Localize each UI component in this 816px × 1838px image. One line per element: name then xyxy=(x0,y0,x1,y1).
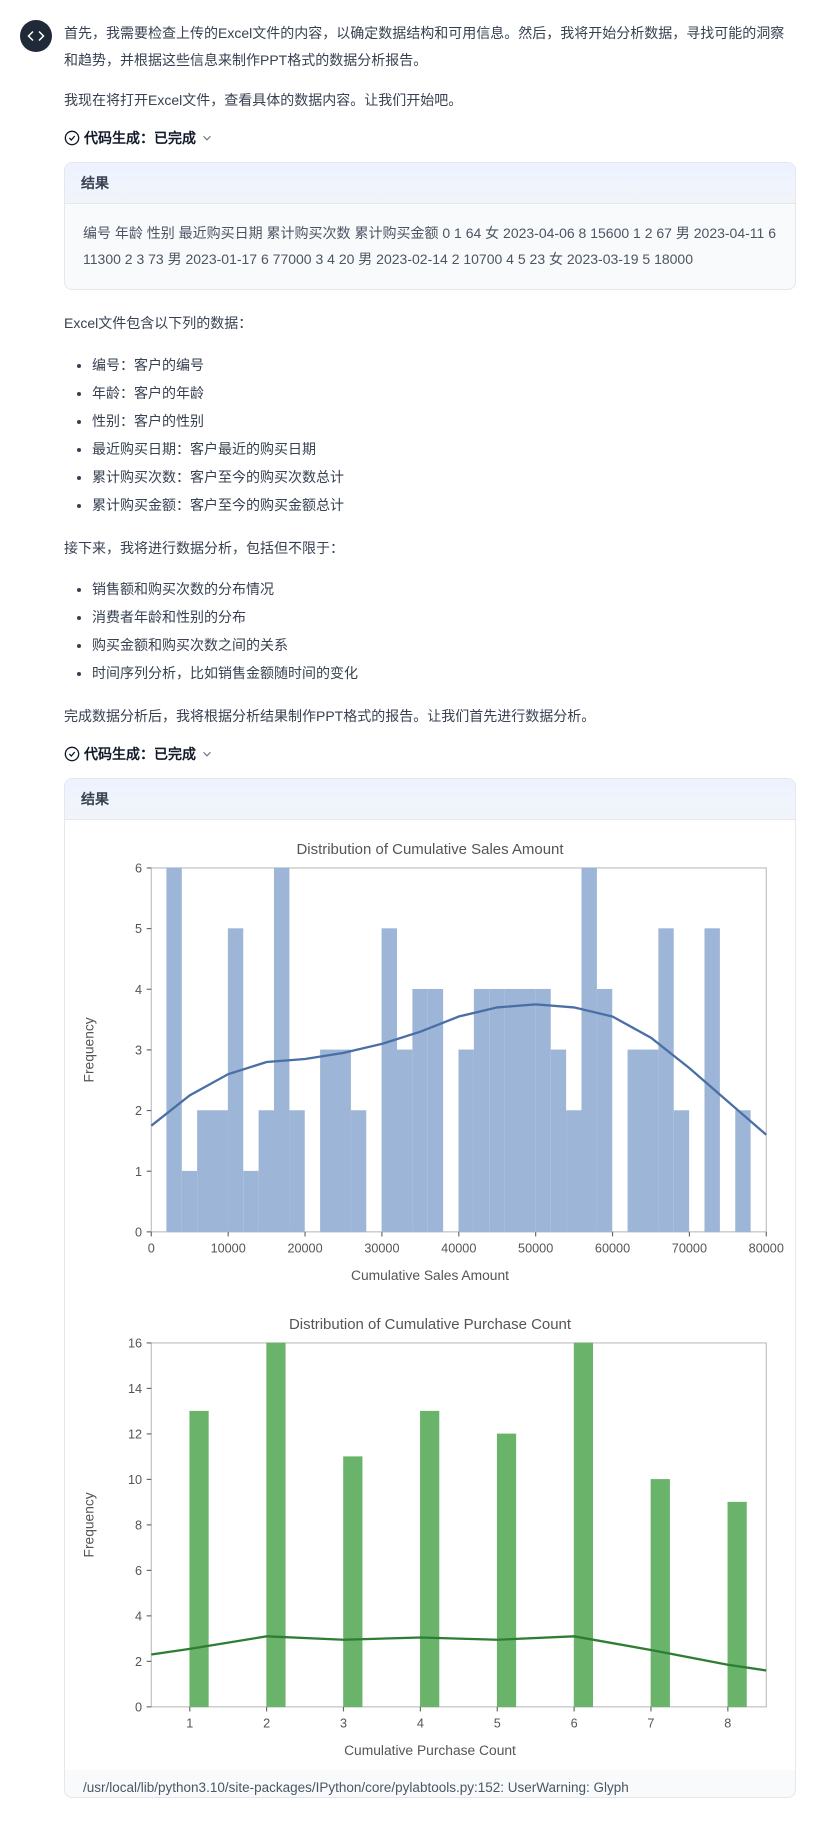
check-circle-icon xyxy=(64,746,80,762)
assistant-avatar xyxy=(20,20,52,52)
svg-text:4: 4 xyxy=(417,1716,424,1730)
svg-text:10: 10 xyxy=(128,1473,142,1487)
svg-text:8: 8 xyxy=(724,1716,731,1730)
list-item: 销售额和购买次数的分布情况 xyxy=(92,575,796,603)
svg-text:4: 4 xyxy=(135,983,142,997)
svg-text:30000: 30000 xyxy=(364,1241,399,1255)
svg-text:50000: 50000 xyxy=(518,1241,553,1255)
codegen-label: 代码生成：已完成 xyxy=(84,128,196,148)
list-item: 时间序列分析，比如销售金额随时间的变化 xyxy=(92,659,796,687)
analysis-heading: 接下来，我将进行数据分析，包括但不限于： xyxy=(64,535,796,562)
result-block-2: 结果 0123456010000200003000040000500006000… xyxy=(64,778,796,1798)
svg-text:4: 4 xyxy=(135,1609,142,1623)
list-item: 最近购买日期：客户最近的购买日期 xyxy=(92,435,796,463)
svg-text:0: 0 xyxy=(135,1700,142,1714)
svg-text:Distribution of Cumulative Sal: Distribution of Cumulative Sales Amount xyxy=(296,841,564,858)
list-item: 购买金额和购买次数之间的关系 xyxy=(92,631,796,659)
svg-text:Distribution of Cumulative Pur: Distribution of Cumulative Purchase Coun… xyxy=(289,1316,572,1333)
svg-text:5: 5 xyxy=(135,922,142,936)
svg-text:6: 6 xyxy=(135,1564,142,1578)
svg-text:10000: 10000 xyxy=(211,1241,246,1255)
intro-paragraph-1: 首先，我需要检查上传的Excel文件的内容，以确定数据结构和可用信息。然后，我将… xyxy=(64,20,796,73)
svg-text:1: 1 xyxy=(135,1165,142,1179)
result-body-1: 编号 年龄 性别 最近购买日期 累计购买次数 累计购买金额 0 1 64 女 2… xyxy=(65,204,795,289)
svg-text:7: 7 xyxy=(647,1716,654,1730)
svg-text:Frequency: Frequency xyxy=(81,1492,97,1557)
analysis-list: 销售额和购买次数的分布情况 消费者年龄和性别的分布 购买金额和购买次数之间的关系… xyxy=(64,575,796,687)
assistant-message: 首先，我需要检查上传的Excel文件的内容，以确定数据结构和可用信息。然后，我将… xyxy=(64,20,796,1818)
result-header: 结果 xyxy=(65,779,795,820)
svg-text:2: 2 xyxy=(135,1655,142,1669)
svg-text:2: 2 xyxy=(135,1104,142,1118)
svg-text:40000: 40000 xyxy=(441,1241,476,1255)
chart-1-container: 0 1 2 3 4 5 6 0 10000 20000 30000 40000 50000 60000 70… xyxy=(65,820,795,1295)
svg-text:3: 3 xyxy=(135,1043,142,1057)
codegen-status-1[interactable]: 代码生成：已完成 xyxy=(64,128,796,148)
svg-text:70000: 70000 xyxy=(672,1241,707,1255)
svg-text:0: 0 xyxy=(148,1241,155,1255)
svg-text:5: 5 xyxy=(494,1716,501,1730)
list-item: 年龄：客户的年龄 xyxy=(92,379,796,407)
result-header: 结果 xyxy=(65,163,795,204)
columns-heading: Excel文件包含以下列的数据： xyxy=(64,310,796,337)
list-item: 性别：客户的性别 xyxy=(92,407,796,435)
svg-text:Frequency: Frequency xyxy=(81,1017,97,1082)
code-icon xyxy=(27,27,45,45)
check-circle-icon xyxy=(64,130,80,146)
codegen-label: 代码生成：已完成 xyxy=(84,744,196,764)
codegen-status-2[interactable]: 代码生成：已完成 xyxy=(64,744,796,764)
chart-2-container: 024681012141612345678Distribution of Cum… xyxy=(65,1295,795,1770)
svg-text:8: 8 xyxy=(135,1518,142,1532)
list-item: 消费者年龄和性别的分布 xyxy=(92,603,796,631)
svg-text:14: 14 xyxy=(128,1382,142,1396)
svg-text:3: 3 xyxy=(340,1716,347,1730)
intro-paragraph-2: 我现在将打开Excel文件，查看具体的数据内容。让我们开始吧。 xyxy=(64,87,796,114)
list-item: 累计购买次数：客户至今的购买次数总计 xyxy=(92,463,796,491)
svg-text:60000: 60000 xyxy=(595,1241,630,1255)
svg-text:20000: 20000 xyxy=(287,1241,322,1255)
svg-text:Cumulative Sales Amount: Cumulative Sales Amount xyxy=(351,1267,509,1283)
svg-text:16: 16 xyxy=(128,1336,142,1350)
svg-text:0: 0 xyxy=(135,1225,142,1239)
list-item: 累计购买金额：客户至今的购买金额总计 xyxy=(92,491,796,519)
svg-text:6: 6 xyxy=(135,861,142,875)
svg-text:1: 1 xyxy=(186,1716,193,1730)
result-block-1: 结果 编号 年龄 性别 最近购买日期 累计购买次数 累计购买金额 0 1 64 … xyxy=(64,162,796,290)
list-item: 编号：客户的编号 xyxy=(92,351,796,379)
svg-text:2: 2 xyxy=(263,1716,270,1730)
purchase-count-distribution-chart: 024681012141612345678Distribution of Cum… xyxy=(73,1313,787,1762)
svg-text:80000: 80000 xyxy=(749,1241,784,1255)
chevron-down-icon xyxy=(200,131,214,145)
columns-list: 编号：客户的编号 年龄：客户的年龄 性别：客户的性别 最近购买日期：客户最近的购… xyxy=(64,351,796,519)
conclusion-paragraph: 完成数据分析后，我将根据分析结果制作PPT格式的报告。让我们首先进行数据分析。 xyxy=(64,703,796,730)
svg-text:Cumulative Purchase Count: Cumulative Purchase Count xyxy=(344,1742,516,1758)
svg-text:12: 12 xyxy=(128,1427,142,1441)
sales-distribution-chart: 0 1 2 3 4 5 6 0 10000 20000 30000 40000 50000 60000 70… xyxy=(73,838,787,1287)
svg-text:6: 6 xyxy=(571,1716,578,1730)
chevron-down-icon xyxy=(200,747,214,761)
python-warning: /usr/local/lib/python3.10/site-packages/… xyxy=(65,1770,795,1797)
